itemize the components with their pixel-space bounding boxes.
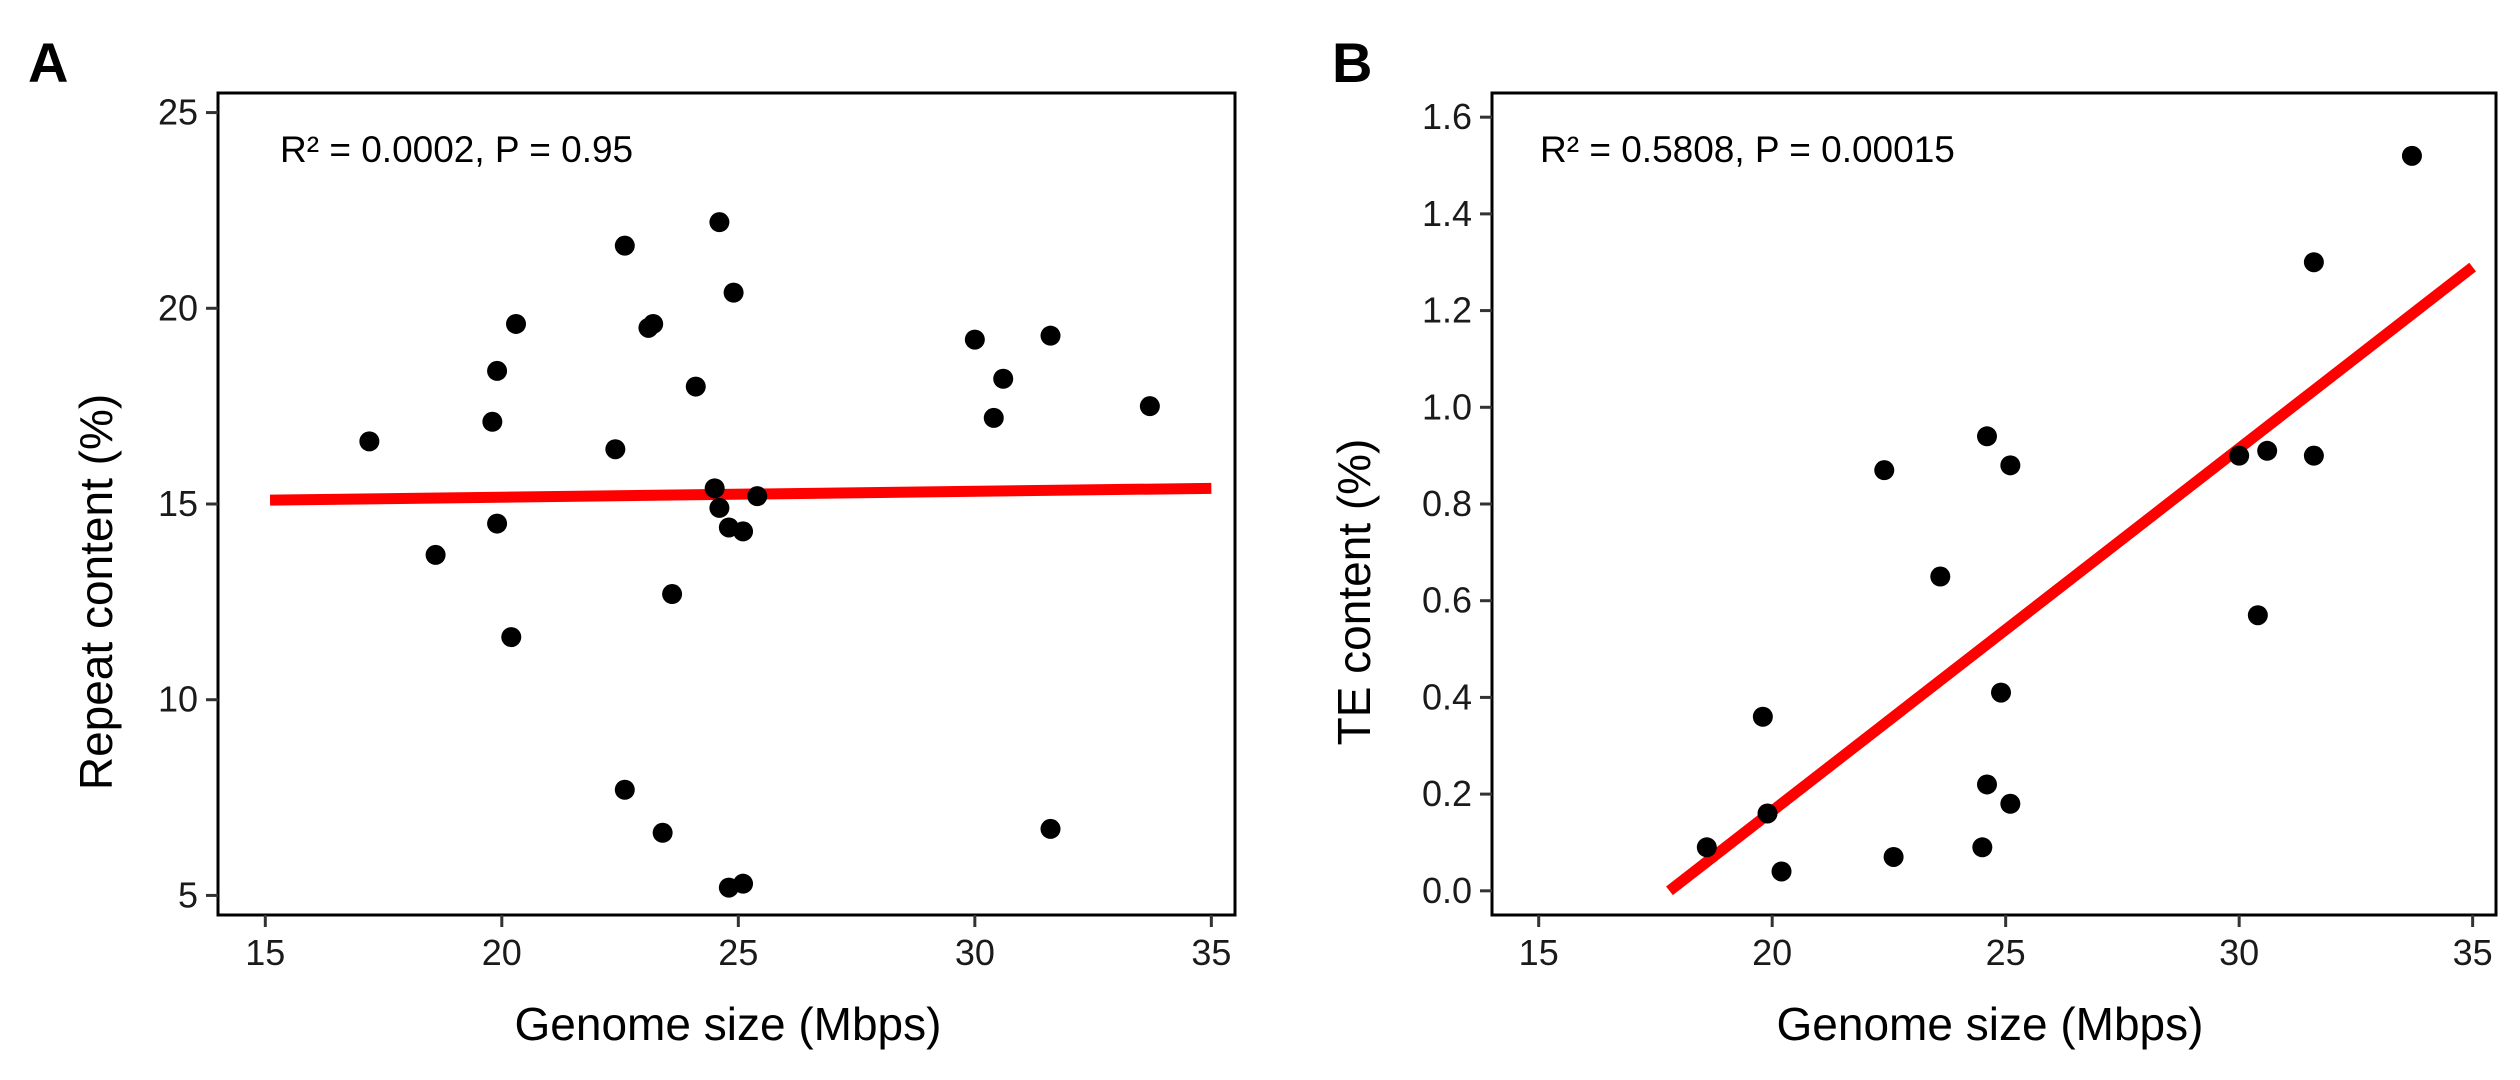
- panel-b-x-tick-label: 15: [1519, 932, 1559, 973]
- panel-a-data-point: [506, 313, 527, 334]
- panel-b-data-point: [1991, 682, 2012, 703]
- panel-b-data-point: [2000, 455, 2021, 476]
- panel-a-data-point: [662, 584, 683, 605]
- panel-b-data-point: [2401, 145, 2422, 166]
- panel-a-data-point: [487, 360, 508, 381]
- panel-b: B R² = 0.5808, P = 0.00015 Genome size (…: [1328, 31, 2498, 1050]
- panel-b-y-tick-label: 1.0: [1422, 386, 1472, 427]
- panel-b-data-point: [1883, 846, 1904, 867]
- panel-b-y-tick-label: 0.8: [1422, 483, 1472, 524]
- panel-b-y-tick-label: 0.6: [1422, 580, 1472, 621]
- panel-a-data-point: [1139, 396, 1160, 417]
- panel-a-data-point: [501, 627, 522, 648]
- panel-b-plot-frame: [1490, 91, 2498, 917]
- panel-a: A R² = 0.0002, P = 0.95 Genome size (Mbp…: [28, 31, 1237, 1050]
- panel-a-data-point: [983, 407, 1004, 428]
- panel-b-data-point: [1771, 861, 1792, 882]
- panel-a-y-tick-label: 5: [178, 874, 198, 915]
- panel-a-data-point: [709, 212, 730, 233]
- panel-b-y-tick-label: 0.4: [1422, 676, 1472, 717]
- panel-b-data-point: [1976, 426, 1997, 447]
- panel-a-data-point: [652, 822, 673, 843]
- panel-b-plot-area: 15 20 25 30 35 0.0 0.2 0.4 0.6 0.8 1.0 1.2 1.4 1.6: [1422, 91, 2498, 973]
- panel-b-y-tick-label: 1.2: [1422, 290, 1472, 331]
- panel-a-x-tick-label: 20: [482, 932, 522, 973]
- panel-b-data-point: [1976, 774, 1997, 795]
- panel-b-y-tick-label: 0.2: [1422, 773, 1472, 814]
- panel-a-data-point: [614, 235, 635, 256]
- panel-b-regression-line: [1666, 262, 2477, 896]
- panel-b-data-point: [1874, 460, 1895, 481]
- panel-b-data-point: [2303, 252, 2324, 273]
- panel-a-y-tick-label: 20: [158, 287, 198, 328]
- panel-a-data-point: [723, 282, 744, 303]
- panel-a-y-tick-label: 10: [158, 679, 198, 720]
- panel-a-y-axis-title: Repeat content (%): [70, 394, 122, 790]
- panel-b-y-tick-label: 0.0: [1422, 870, 1472, 911]
- panel-a-regression-line: [269, 482, 1212, 506]
- panel-a-data-point: [1040, 818, 1061, 839]
- panel-b-data-point: [2303, 445, 2324, 466]
- panel-b-data-point: [2000, 793, 2021, 814]
- panel-b-data-point: [2229, 445, 2250, 466]
- panel-b-y-axis-title: TE content (%): [1328, 439, 1380, 746]
- panel-a-data-point: [614, 779, 635, 800]
- panel-a-x-tick-label: 30: [955, 932, 995, 973]
- panel-a-data-point: [425, 544, 446, 565]
- panel-a-data-point: [747, 486, 768, 507]
- panel-b-x-tick-label: 35: [2453, 932, 2493, 973]
- panel-b-data-point: [1972, 837, 1993, 858]
- panel-a-plot-area: 15 20 25 30 35 5 10 15 20 25: [158, 91, 1237, 973]
- panel-a-data-point: [487, 513, 508, 534]
- panel-a-data-point: [482, 411, 503, 432]
- panel-a-data-point: [993, 368, 1014, 389]
- panel-a-data-point: [643, 313, 664, 334]
- panel-a-data-point: [605, 439, 626, 460]
- panel-b-y-tick-label: 1.4: [1422, 193, 1472, 234]
- panel-b-x-axis-title: Genome size (Mbps): [1777, 998, 2204, 1050]
- panel-a-data-point: [733, 873, 754, 894]
- panel-a-x-tick-label: 25: [718, 932, 758, 973]
- panel-b-data-point: [2247, 605, 2268, 626]
- panel-a-data-point: [685, 376, 706, 397]
- panel-b-data-point: [1757, 803, 1778, 824]
- panel-a-x-tick-label: 35: [1191, 932, 1231, 973]
- panel-b-x-tick-label: 20: [1752, 932, 1792, 973]
- panel-b-label: B: [1332, 31, 1372, 94]
- panel-a-data-point: [709, 497, 730, 518]
- panel-b-x-tick-label: 30: [2219, 932, 2259, 973]
- panel-a-data-point: [1040, 325, 1061, 346]
- panel-a-data-point: [733, 521, 754, 542]
- panel-a-data-point: [359, 431, 380, 452]
- panel-b-annotation: R² = 0.5808, P = 0.00015: [1540, 129, 1955, 170]
- panel-a-label: A: [28, 31, 68, 94]
- panel-a-x-axis-title: Genome size (Mbps): [515, 998, 942, 1050]
- panel-a-y-tick-label: 15: [158, 483, 198, 524]
- panel-b-data-point: [2257, 440, 2278, 461]
- panel-b-x-tick-label: 25: [1986, 932, 2026, 973]
- panel-b-data-point: [1696, 837, 1717, 858]
- panel-a-annotation: R² = 0.0002, P = 0.95: [280, 129, 633, 170]
- panel-b-data-point: [1930, 566, 1951, 587]
- panel-a-y-tick-label: 25: [158, 92, 198, 133]
- panel-a-data-point: [964, 329, 985, 350]
- panel-b-data-point: [1752, 706, 1773, 727]
- panel-a-data-point: [704, 478, 725, 499]
- panel-a-x-tick-label: 15: [245, 932, 285, 973]
- panel-b-y-tick-label: 1.6: [1422, 96, 1472, 137]
